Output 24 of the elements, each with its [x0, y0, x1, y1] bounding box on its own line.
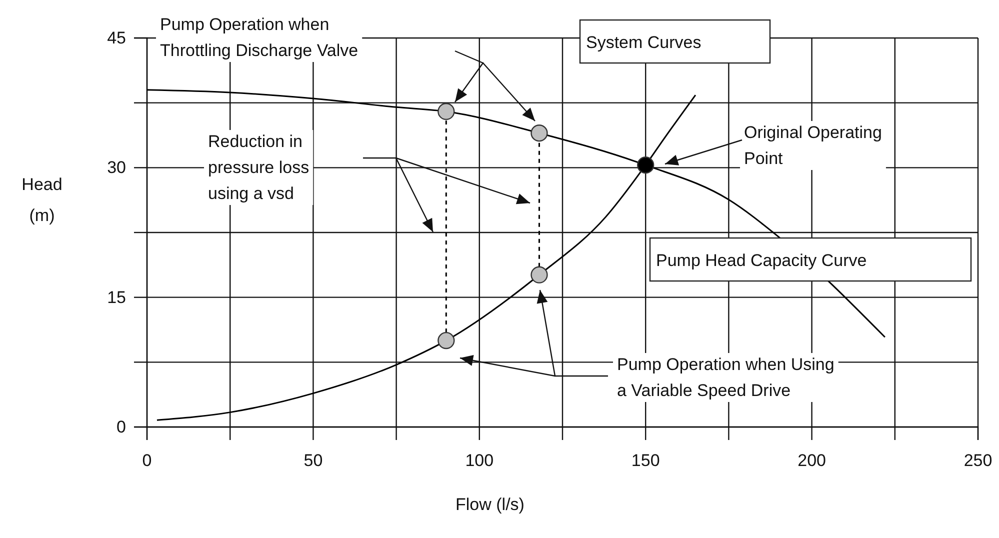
y-tick-label: 30 [107, 158, 126, 178]
x-tick-label: 200 [798, 451, 826, 470]
annotation: Reduction in pressure loss using a vsd [208, 132, 310, 203]
line-series [146, 89, 886, 338]
y-tick-label: 0 [116, 417, 126, 436]
annotation: Pump Operation when Using a Variable Speed Drive [617, 355, 834, 400]
x-tick-label: 100 [465, 451, 494, 470]
x-tick-label: 150 [631, 451, 660, 470]
series-label: Pump Head Capacity Curve [656, 251, 867, 270]
point [438, 102, 455, 120]
y-axis-title: Head (m) [22, 175, 62, 225]
point [530, 124, 548, 142]
point [637, 156, 654, 174]
annotation: Pump Operation when Throttling Discharge Valve [160, 15, 358, 60]
annotation: Original Operating Point [744, 123, 882, 168]
x-tick-label: 250 [964, 451, 992, 470]
point [530, 266, 548, 284]
point [438, 332, 455, 350]
y-tick-label: 15 [107, 288, 126, 307]
x-tick-label: 0 [142, 451, 152, 470]
y-tick-label: 45 [107, 28, 126, 48]
text: System Curves [586, 33, 702, 52]
x-axis-title: Flow (l/s) [456, 495, 524, 514]
x-tick-label: 50 [304, 451, 323, 470]
